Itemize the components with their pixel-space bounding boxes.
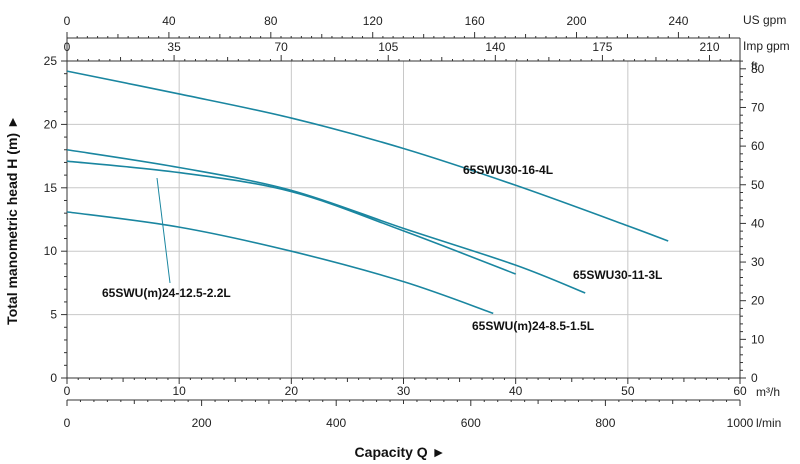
tick-label-m3h: 20	[285, 384, 299, 398]
tick-label-h-ft: 70	[751, 100, 765, 114]
unit-imp-gpm: Imp gpm	[743, 39, 790, 53]
tick-label-h-m: 25	[44, 54, 58, 68]
tick-label-h-ft: 40	[751, 216, 765, 230]
tick-label-usgpm: 200	[567, 14, 587, 28]
tick-label-m3h: 0	[64, 384, 71, 398]
tick-label-m3h: 10	[172, 384, 186, 398]
series-line-3	[66, 211, 494, 315]
tick-label-h-ft: 30	[751, 255, 765, 269]
unit-lmin: l/min	[756, 416, 781, 430]
tick-label-m3h: 30	[397, 384, 411, 398]
tick-label-impgpm: 35	[167, 40, 181, 54]
tick-label-h-ft: 60	[751, 139, 765, 153]
curve-label-8.5-1.5L: 65SWU(m)24-8.5-1.5L	[472, 319, 594, 333]
tick-label-h-m: 20	[44, 117, 58, 131]
label-leader-line	[156, 177, 171, 284]
curve-label-11-3L: 65SWU30-11-3L	[573, 268, 662, 282]
unit-ft: ft	[751, 59, 758, 73]
tick-label-impgpm: 140	[485, 40, 505, 54]
tick-label-h-ft: 20	[751, 294, 765, 308]
tick-label-h-ft: 80	[751, 62, 765, 76]
tick-label-h-m: 10	[44, 244, 58, 258]
tick-label-usgpm: 240	[668, 14, 688, 28]
x-axis-title: Capacity Q ►	[355, 444, 446, 460]
tick-label-lmin: 200	[192, 416, 212, 430]
tick-label-h-ft: 50	[751, 178, 765, 192]
tick-label-impgpm: 105	[378, 40, 398, 54]
series-line-0	[66, 70, 669, 242]
tick-label-h-m: 5	[50, 308, 57, 322]
tick-label-usgpm: 0	[64, 14, 71, 28]
tick-label-usgpm: 80	[264, 14, 278, 28]
tick-label-lmin: 400	[326, 416, 346, 430]
series-line-1	[66, 148, 586, 294]
curve-label-16-4L: 65SWU30-16-4L	[463, 163, 553, 177]
tick-label-h-ft: 10	[751, 332, 765, 346]
tick-label-h-m: 0	[50, 371, 57, 385]
unit-m3h: m³/h	[756, 385, 780, 399]
curve-label-12.5-2.2L: 65SWU(m)24-12.5-2.2L	[102, 286, 231, 300]
tick-label-lmin: 800	[595, 416, 615, 430]
grid	[66, 60, 741, 379]
tick-label-usgpm: 160	[465, 14, 485, 28]
tick-label-usgpm: 40	[162, 14, 176, 28]
series-layer	[66, 70, 669, 315]
tick-label-h-ft: 0	[751, 371, 758, 385]
unit-us-gpm: US gpm	[743, 13, 786, 27]
tick-label-impgpm: 0	[64, 40, 71, 54]
tick-label-usgpm: 120	[363, 14, 383, 28]
tick-label-impgpm: 70	[274, 40, 288, 54]
y-axis-title: Total manometric head H (m) ►	[4, 115, 20, 325]
tick-label-m3h: 50	[621, 384, 635, 398]
tick-label-lmin: 1000	[727, 416, 754, 430]
tick-label-m3h: 60	[733, 384, 747, 398]
tick-label-m3h: 40	[509, 384, 523, 398]
tick-label-lmin: 0	[64, 416, 71, 430]
tick-label-impgpm: 210	[699, 40, 719, 54]
tick-label-lmin: 600	[461, 416, 481, 430]
tick-label-h-m: 15	[44, 181, 58, 195]
tick-label-impgpm: 175	[592, 40, 612, 54]
